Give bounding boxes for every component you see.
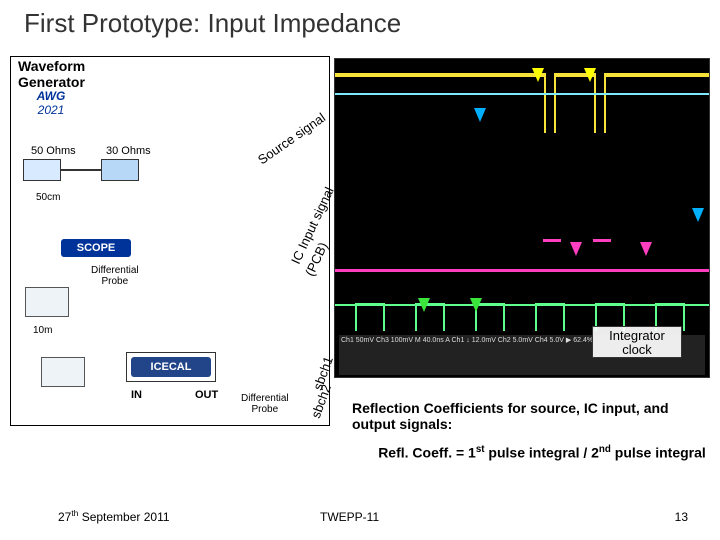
scope-label: SCOPE (61, 239, 131, 257)
footer-day: 27 (58, 510, 71, 524)
awg-year: 2021 (21, 103, 81, 117)
diff-probe-label-1: Differential Probe (91, 265, 139, 287)
impedance-box-2 (101, 159, 139, 181)
arrow-green-icon (418, 298, 430, 312)
dip-edge (604, 73, 606, 133)
trace-ch4-green (335, 304, 709, 306)
eq-sup: st (476, 444, 485, 455)
footer-conference: TWEPP-11 (320, 510, 379, 524)
dip-edge (594, 73, 596, 133)
arrow-yellow-icon (532, 68, 544, 82)
eq-part: pulse integral (611, 445, 706, 461)
out-label: OUT (195, 389, 218, 401)
arrow-cyan-icon (692, 208, 704, 222)
arrow-yellow-icon (584, 68, 596, 82)
eq-sup: nd (599, 444, 611, 455)
clock-edge (535, 303, 565, 331)
arrow-cyan-icon (474, 108, 486, 122)
arrow-green-icon (470, 298, 482, 312)
footer-rest: September 2011 (78, 510, 169, 524)
integrator-clock-label: Integrator clock (592, 326, 682, 358)
awg-label: AWG (21, 89, 81, 103)
diff-text: Differential (91, 265, 139, 276)
icecal-label: ICECAL (131, 357, 211, 377)
probe-text: Probe (101, 276, 128, 287)
label-50-ohms: 50 Ohms (31, 145, 76, 157)
probe-text-2: Probe (251, 404, 278, 415)
pink-pulse-1 (543, 239, 561, 269)
setup-diagram: AWG 2021 50 Ohms 30 Ohms 50cm SCOPE 10m … (10, 56, 330, 426)
label-50cm: 50cm (36, 192, 60, 203)
reflection-coeff-equation: Refl. Coeff. = 1st pulse integral / 2nd … (372, 444, 712, 461)
diff-text-2: Differential (241, 393, 289, 404)
probe-box-2 (41, 357, 85, 387)
in-label: IN (131, 389, 142, 401)
label-10m: 10m (33, 325, 52, 336)
footer-date: 27th September 2011 (58, 508, 170, 524)
eq-part: Refl. Coeff. = 1 (378, 445, 476, 461)
dip-edge (544, 73, 546, 133)
trace-ch3-pink (335, 269, 709, 272)
arrow-pink-icon (570, 242, 582, 256)
clock-edge (355, 303, 385, 331)
eq-part: pulse integral / 2 (485, 445, 599, 461)
diff-probe-label-2: Differential Probe (241, 393, 289, 415)
footer-page-number: 13 (675, 510, 688, 524)
trace-ch2-cyan (335, 93, 709, 95)
reflection-coeff-text: Reflection Coefficients for source, IC i… (352, 400, 712, 432)
dip-edge (554, 73, 556, 133)
awg-block: AWG 2021 (21, 89, 81, 117)
label-30-ohms: 30 Ohms (106, 145, 151, 157)
wire (61, 169, 101, 171)
pink-pulse-2 (593, 239, 611, 269)
probe-box-1 (25, 287, 69, 317)
impedance-box-1 (23, 159, 61, 181)
arrow-pink-icon (640, 242, 652, 256)
slide-title: First Prototype: Input Impedance (24, 8, 401, 39)
slide: First Prototype: Input Impedance Wavefor… (0, 0, 720, 540)
trace-ch1-yellow (335, 73, 709, 77)
